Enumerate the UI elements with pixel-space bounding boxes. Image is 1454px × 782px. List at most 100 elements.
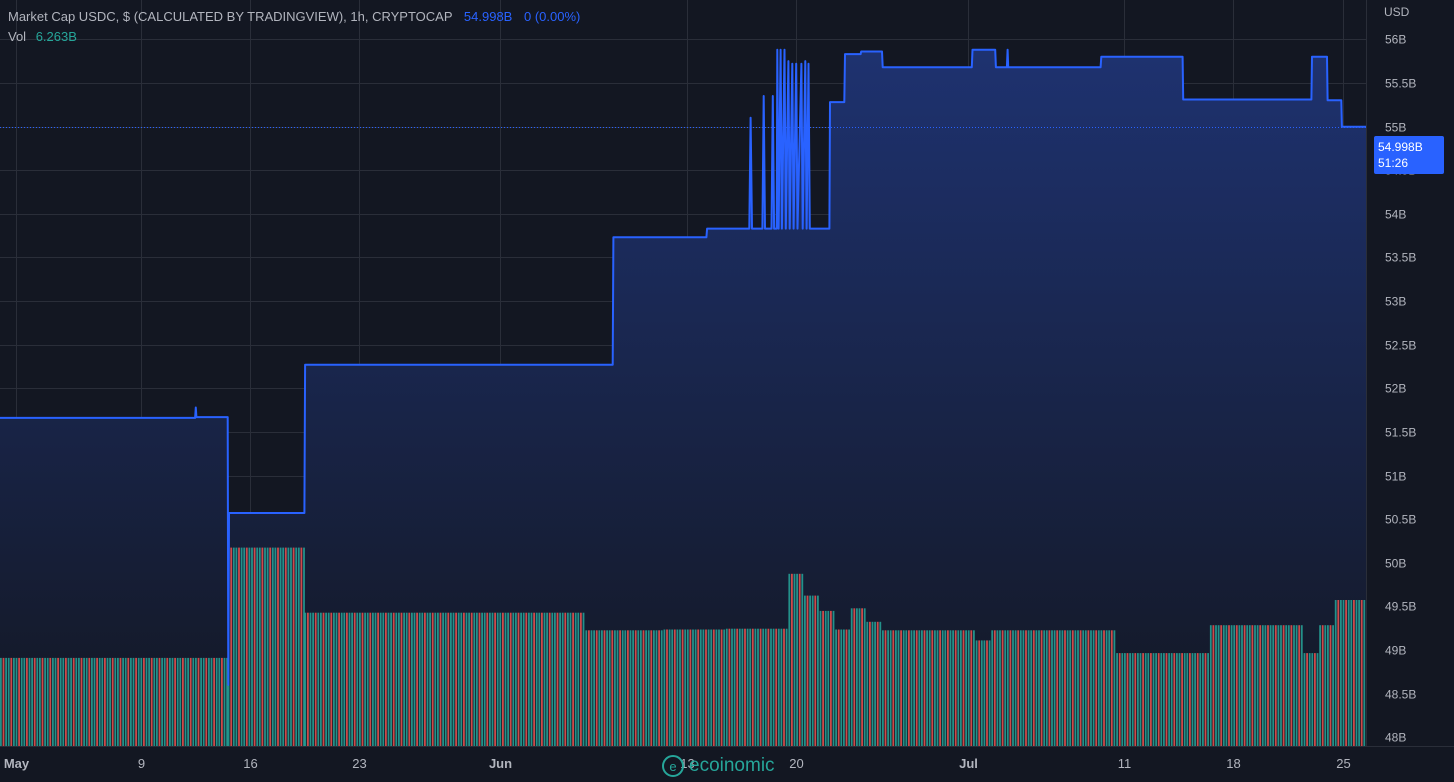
volume-label[interactable]: Vol <box>8 29 27 44</box>
volume-bar <box>736 628 739 746</box>
volume-bar <box>187 657 189 746</box>
price-tick-label: 52B <box>1385 382 1406 396</box>
volume-bar <box>671 629 674 746</box>
volume-bar <box>934 630 936 746</box>
volume-bar <box>1332 625 1334 746</box>
volume-bar <box>999 630 1001 746</box>
volume-bar <box>957 630 960 746</box>
volume-bar <box>346 612 348 746</box>
volume-bar <box>1105 630 1108 746</box>
volume-bar <box>240 547 243 746</box>
volume-bar <box>1311 653 1314 746</box>
volume-bar <box>478 612 481 746</box>
volume-bar <box>796 573 798 746</box>
volume-bar <box>606 630 608 746</box>
last-price-tag-value: 54.998B <box>1378 140 1423 154</box>
volume-bar <box>975 640 978 746</box>
volume-bar <box>156 657 158 746</box>
volume-bar <box>809 595 811 746</box>
volume-bar <box>10 657 13 746</box>
volume-bar <box>1147 653 1150 746</box>
volume-bar <box>1345 600 1347 746</box>
volume-bar <box>811 595 814 746</box>
volume-bar <box>614 630 616 746</box>
volume-bar <box>1170 653 1173 746</box>
volume-bar <box>952 630 954 746</box>
volume-bar <box>1217 625 1220 746</box>
volume-bar <box>15 657 18 746</box>
volume-bar <box>1116 653 1118 746</box>
volume-bar <box>338 612 340 746</box>
volume-bar <box>663 629 666 746</box>
volume-bar <box>882 630 884 746</box>
volume-bar <box>1150 653 1152 746</box>
volume-bar <box>689 629 692 746</box>
volume-bar <box>1293 625 1295 746</box>
volume-bar <box>941 630 944 746</box>
time-axis-labels[interactable]: May 9 16 23 Jun 13 20 Jul 11 18 25 <box>4 756 1351 771</box>
volume-bar <box>287 547 290 746</box>
volume-bar <box>804 595 806 746</box>
volume-bar <box>632 630 634 746</box>
volume-bar <box>1228 625 1230 746</box>
volume-bar <box>1022 630 1025 746</box>
series-title[interactable]: Market Cap USDC, $ (CALCULATED BY TRADIN… <box>8 9 453 24</box>
volume-bar <box>666 629 668 746</box>
volume-bar <box>297 547 300 746</box>
volume-bar <box>528 612 530 746</box>
volume-bar <box>525 612 528 746</box>
volume-bar <box>889 630 892 746</box>
price-axis-background[interactable] <box>1366 0 1454 782</box>
volume-bar <box>757 628 759 746</box>
volume-bar <box>718 629 720 746</box>
volume-bar <box>1173 653 1176 746</box>
volume-bar <box>400 612 403 746</box>
volume-bar <box>947 630 949 746</box>
volume-bar <box>83 657 85 746</box>
volume-bar <box>712 629 715 746</box>
volume-bar <box>530 612 533 746</box>
volume-bar <box>330 612 333 746</box>
volume-bar <box>161 657 163 746</box>
volume-bar <box>243 547 246 746</box>
volume-bar <box>452 612 455 746</box>
volume-bar <box>421 612 424 746</box>
volume-bar <box>697 629 700 746</box>
volume-bar <box>1274 625 1277 746</box>
volume-bar <box>806 595 809 746</box>
currency-label[interactable]: USD <box>1384 5 1410 19</box>
volume-bar <box>759 628 762 746</box>
volume-bar <box>569 612 572 746</box>
volume-bar <box>261 547 264 746</box>
volume-bar <box>1340 600 1342 746</box>
volume-bar <box>282 547 285 746</box>
volume-bar <box>1025 630 1027 746</box>
volume-bar <box>988 640 991 746</box>
volume-bar <box>509 612 512 746</box>
volume-bar <box>137 657 140 746</box>
volume-bar <box>426 612 429 746</box>
volume-bar <box>520 612 522 746</box>
volume-bar <box>848 629 850 746</box>
volume-bar <box>59 657 62 746</box>
volume-bar <box>692 629 694 746</box>
volume-bar <box>248 547 251 746</box>
volume-bar <box>822 610 824 746</box>
volume-bar <box>1251 625 1254 746</box>
volume-bar <box>723 629 726 746</box>
volume-bar <box>1090 630 1092 746</box>
volume-bar <box>148 657 150 746</box>
volume-bar <box>699 629 702 746</box>
volume-bar <box>1176 653 1178 746</box>
volume-bar <box>1071 630 1074 746</box>
volume-bar <box>548 612 551 746</box>
volume-bar <box>593 630 595 746</box>
volume-bar <box>411 612 413 746</box>
volume-bar <box>122 657 124 746</box>
volume-bar <box>405 612 408 746</box>
volume-bar <box>486 612 489 746</box>
price-tick-label: 48B <box>1385 731 1406 745</box>
volume-bar <box>533 612 535 746</box>
volume-bar <box>1334 600 1337 746</box>
